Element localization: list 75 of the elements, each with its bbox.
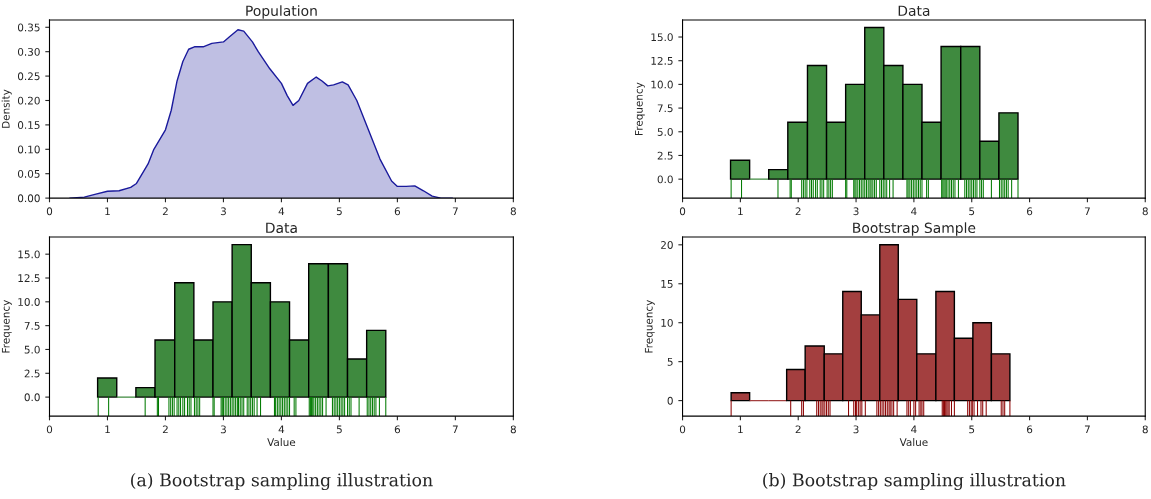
y-tick-label: 0.35 xyxy=(17,23,40,32)
x-tick-label: 3 xyxy=(853,425,859,434)
x-tick-label: 1 xyxy=(105,425,110,434)
x-tick-label: 7 xyxy=(1084,207,1090,216)
x-tick-label: 1 xyxy=(105,207,110,216)
x-tick-label: 2 xyxy=(795,207,801,216)
x-tick-label: 6 xyxy=(394,207,401,216)
x-tick-label: 1 xyxy=(738,425,743,434)
x-axis-title: Value xyxy=(899,438,928,447)
y-tick-label: 0 xyxy=(667,396,673,405)
y-tick-label: 0.0 xyxy=(657,175,673,184)
y-axis-title: Density xyxy=(1,89,12,128)
y-tick-label: 0.05 xyxy=(17,169,40,178)
y-axis-title: Frequency xyxy=(635,82,645,135)
x-tick-label: 6 xyxy=(394,425,401,434)
x-tick-label: 2 xyxy=(162,425,168,434)
y-tick-label: 5 xyxy=(667,358,673,366)
x-tick-label: 4 xyxy=(911,425,917,434)
y-tick-label: 5.0 xyxy=(24,345,40,354)
y-tick-label: 7.5 xyxy=(657,104,673,113)
x-tick-label: 5 xyxy=(336,207,342,216)
y-tick-label: 10.0 xyxy=(651,80,673,89)
x-tick-label: 0 xyxy=(46,425,53,434)
y-tick-label: 0.15 xyxy=(17,121,40,129)
x-tick-label: 8 xyxy=(1142,425,1148,434)
x-tick-label: 6 xyxy=(1026,207,1033,216)
x-tick-label: 4 xyxy=(278,207,285,216)
x-tick-label: 2 xyxy=(795,425,801,434)
chart-title: Data xyxy=(898,5,930,16)
y-tick-label: 0.0 xyxy=(24,393,40,402)
x-tick-label: 4 xyxy=(278,425,285,434)
x-tick-label: 8 xyxy=(510,207,516,216)
y-tick-label: 0.00 xyxy=(17,194,40,203)
y-tick-label: 5.0 xyxy=(657,128,673,136)
x-tick-label: 5 xyxy=(969,425,975,434)
x-tick-label: 3 xyxy=(853,207,859,216)
x-tick-label: 8 xyxy=(510,425,516,434)
x-tick-label: 8 xyxy=(1142,207,1148,216)
y-tick-label: 0.10 xyxy=(17,145,40,154)
x-tick-label: 5 xyxy=(969,207,975,216)
chart-title: Data xyxy=(266,222,297,234)
y-tick-label: 7.5 xyxy=(24,322,40,330)
y-tick-label: 12.5 xyxy=(651,56,673,65)
x-tick-label: 7 xyxy=(1084,425,1090,434)
x-tick-label: 1 xyxy=(738,207,743,216)
x-axis-title: Value xyxy=(267,438,296,447)
x-tick-label: 3 xyxy=(220,425,226,434)
chart-title: Bootstrap Sample xyxy=(853,222,976,236)
y-axis-title: Frequency xyxy=(1,300,12,353)
text: (a) Bootstrap sampling illustration xyxy=(131,473,433,491)
y-tick-label: 0.30 xyxy=(17,47,40,56)
x-tick-label: 2 xyxy=(162,207,168,216)
text: (b) Bootstrap sampling illustration xyxy=(763,473,1066,491)
x-tick-label: 0 xyxy=(679,425,686,434)
y-tick-label: 10.0 xyxy=(18,298,40,306)
x-tick-label: 7 xyxy=(452,207,458,216)
y-tick-label: 2.5 xyxy=(657,151,673,160)
y-tick-label: 2.5 xyxy=(24,369,40,378)
x-tick-label: 0 xyxy=(679,207,686,216)
x-tick-label: 4 xyxy=(911,207,917,216)
chart-title: Population xyxy=(246,5,317,19)
x-tick-label: 7 xyxy=(452,425,458,434)
y-tick-label: 0.25 xyxy=(17,72,40,81)
y-tick-label: 20 xyxy=(661,241,673,249)
y-tick-label: 15 xyxy=(661,280,673,288)
y-tick-label: 12.5 xyxy=(18,274,40,283)
x-tick-label: 5 xyxy=(336,425,342,434)
y-axis-title: Frequency xyxy=(644,300,655,353)
x-tick-label: 6 xyxy=(1026,425,1033,434)
y-tick-label: 10 xyxy=(661,318,673,327)
x-tick-label: 3 xyxy=(220,207,226,216)
y-tick-label: 15.0 xyxy=(18,250,40,259)
x-tick-label: 0 xyxy=(46,207,53,216)
y-tick-label: 0.20 xyxy=(17,96,40,105)
y-tick-label: 15.0 xyxy=(651,33,673,42)
